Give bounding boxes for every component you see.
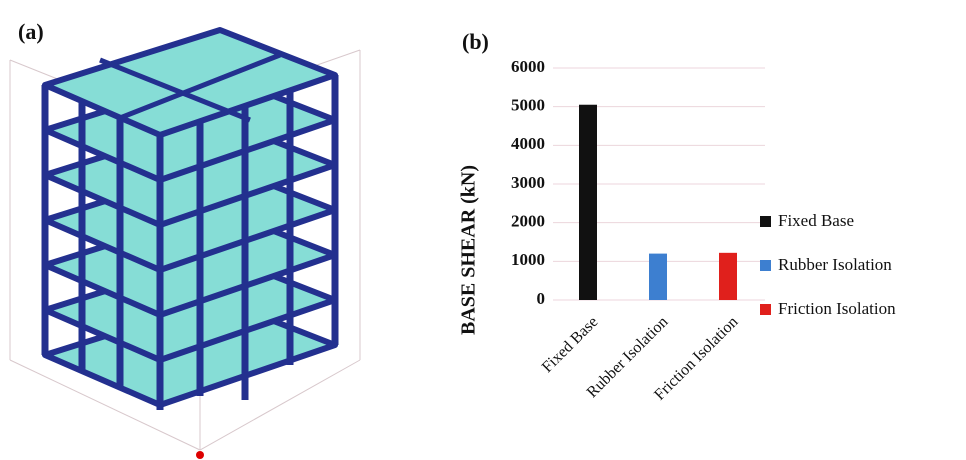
y-tick-label: 4000 bbox=[511, 134, 545, 153]
y-axis-label: BASE SHEAR (kN) bbox=[458, 165, 480, 335]
y-tick-label: 0 bbox=[537, 289, 546, 308]
bar bbox=[719, 253, 737, 300]
y-tick-label: 2000 bbox=[511, 212, 545, 231]
bar bbox=[649, 254, 667, 300]
x-tick-label: Fixed Base bbox=[539, 313, 602, 376]
legend-label: Friction Isolation bbox=[778, 299, 896, 318]
legend-label: Fixed Base bbox=[778, 211, 854, 230]
legend-swatch bbox=[760, 260, 771, 271]
y-tick-label: 1000 bbox=[511, 250, 545, 269]
y-tick-label: 6000 bbox=[511, 57, 545, 76]
legend-swatch bbox=[760, 304, 771, 315]
legend-label: Rubber Isolation bbox=[778, 255, 892, 274]
bar bbox=[579, 105, 597, 300]
building-model bbox=[10, 30, 360, 459]
y-tick-label: 5000 bbox=[511, 96, 545, 115]
bar-chart: 0 1000 2000 3000 4000 5000 6000 Fixed Base Fixed… bbox=[511, 57, 896, 404]
legend-swatch bbox=[760, 216, 771, 227]
panel-label: (a) bbox=[18, 19, 44, 44]
figure: (a) (b) BASE SHEAR (kN) 0 1000 2000 3000 400… bbox=[0, 0, 966, 460]
panel-label: (b) bbox=[462, 29, 489, 54]
y-tick-label: 3000 bbox=[511, 173, 545, 192]
